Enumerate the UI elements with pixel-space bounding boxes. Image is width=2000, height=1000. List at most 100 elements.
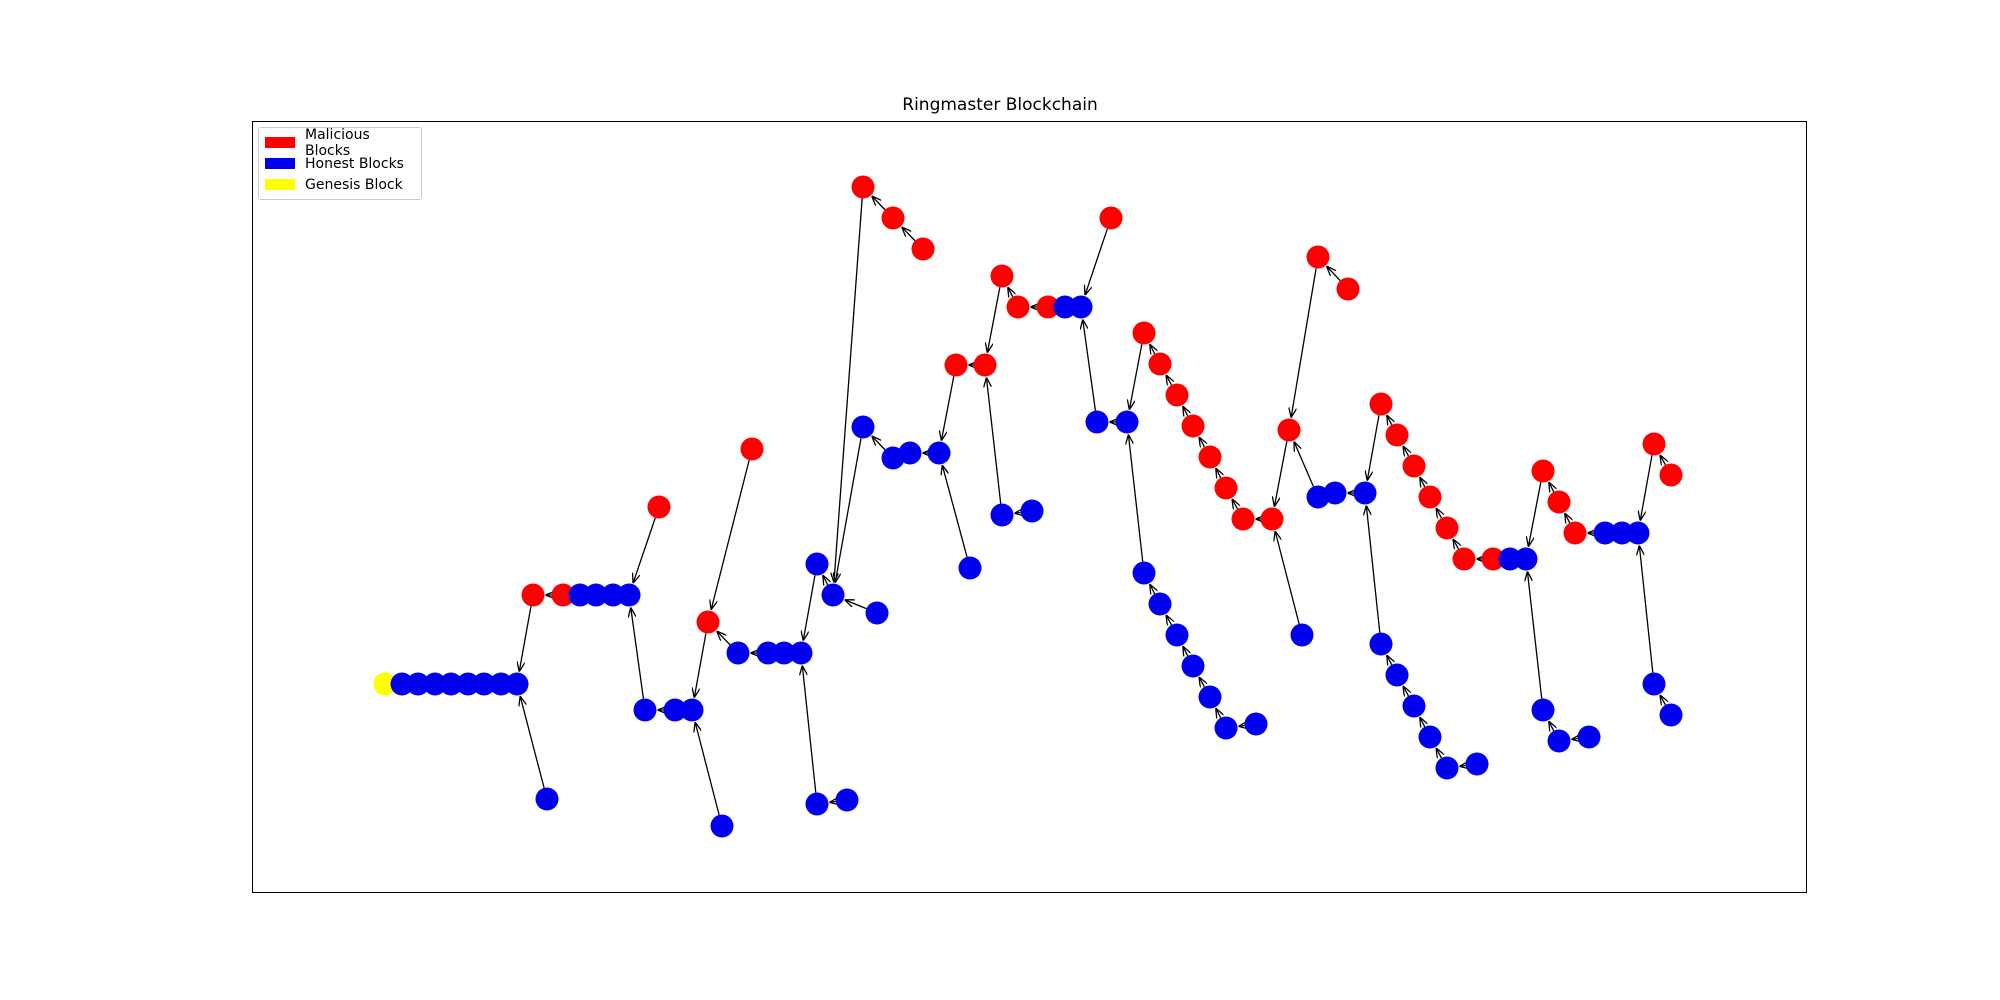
honest-block-node (1132, 561, 1156, 585)
honest-block-node (1165, 623, 1189, 647)
honest-block-node (406, 672, 430, 696)
edge-arrow (1366, 505, 1381, 633)
malicious-block-node (1563, 521, 1587, 545)
malicious-block-node (990, 264, 1014, 288)
genesis-block-node (373, 672, 397, 696)
honest-block-node (710, 814, 734, 838)
honest-block-node (601, 583, 625, 607)
honest-block-node (1085, 410, 1109, 434)
malicious-block-node (551, 583, 575, 607)
edge-arrow (1166, 375, 1171, 385)
edge-arrow (987, 287, 1001, 352)
edge-arrow (1008, 287, 1013, 297)
honest-block-node (805, 792, 829, 816)
honest-block-node (835, 788, 859, 812)
malicious-block-node (1385, 423, 1409, 447)
honest-block-node (772, 641, 796, 665)
edge-arrow (1150, 584, 1155, 594)
malicious-block-node (1531, 459, 1555, 483)
edge-arrow (1459, 766, 1465, 767)
edge-arrow (1238, 726, 1244, 727)
honest-block-node (990, 503, 1014, 527)
edge-arrow (1367, 415, 1380, 480)
honest-block-node (865, 601, 889, 625)
honest-block-node (390, 672, 414, 696)
malicious-block-node (1006, 295, 1030, 319)
honest-block-node (898, 441, 922, 465)
malicious-block-node (1165, 383, 1189, 407)
malicious-block-node (881, 206, 905, 230)
edge-arrow (1639, 545, 1654, 673)
legend-swatch (265, 137, 295, 148)
edge-arrow (1436, 508, 1441, 518)
honest-block-node (927, 441, 951, 465)
edge-arrow (942, 465, 968, 558)
honest-block-node (1244, 712, 1268, 736)
malicious-block-node (1418, 485, 1442, 509)
edge-arrow (802, 665, 817, 793)
edge-arrow (1216, 708, 1221, 718)
malicious-block-node (1036, 295, 1060, 319)
edge-arrow (695, 722, 720, 816)
edge-arrow (1660, 455, 1665, 465)
edge-arrow (1183, 646, 1188, 656)
honest-block-node (1053, 295, 1077, 319)
edge-arrow (1528, 482, 1542, 546)
honest-block-node (439, 672, 463, 696)
edge-arrow (633, 517, 656, 583)
edge-arrow (1565, 513, 1570, 523)
malicious-block-node (973, 353, 997, 377)
honest-block-node (1498, 547, 1522, 571)
honest-block-node (568, 583, 592, 607)
edge-arrow (631, 607, 645, 699)
honest-block-node (505, 672, 529, 696)
honest-block-node (1531, 698, 1555, 722)
edge-arrow (1274, 441, 1288, 506)
honest-block-node (1181, 654, 1205, 678)
honest-block-node (489, 672, 513, 696)
edge-arrow (1291, 268, 1317, 417)
malicious-block-node (1642, 432, 1666, 456)
legend-label: Malicious Blocks (305, 126, 370, 159)
edge-arrow (1150, 344, 1155, 354)
edge-arrow (902, 227, 916, 242)
honest-block-node (680, 698, 704, 722)
honest-block-node (1418, 725, 1442, 749)
honest-block-node (1198, 685, 1222, 709)
legend-entry: Honest Blocks (265, 153, 415, 174)
honest-block-node (958, 556, 982, 580)
malicious-block-node (1369, 392, 1393, 416)
edge-arrow (1129, 344, 1143, 409)
edge-arrow (1085, 228, 1108, 295)
honest-block-node (789, 641, 813, 665)
honest-block-node (1385, 663, 1409, 687)
malicious-block-node (1547, 490, 1571, 514)
legend-label: Honest Blocks (305, 155, 404, 172)
edge-arrow (941, 376, 955, 440)
edge-arrow (1199, 437, 1204, 447)
malicious-block-node (1132, 321, 1156, 345)
edge-arrow (1453, 539, 1458, 549)
malicious-block-node (1402, 454, 1426, 478)
honest-block-node (1514, 547, 1538, 571)
legend: Malicious Blocks Honest Blocks Genesis Blo… (258, 127, 422, 200)
edge-arrow (1403, 686, 1408, 696)
malicious-block-node (1452, 547, 1476, 571)
honest-block-node (821, 583, 845, 607)
edge-arrow (1014, 513, 1020, 514)
honest-block-node (472, 672, 496, 696)
edge-arrow (986, 377, 1002, 504)
honest-block-node (1353, 481, 1377, 505)
edge-arrow (520, 696, 545, 789)
edge-arrow (1549, 721, 1554, 731)
edge-arrow (872, 196, 886, 211)
edge-arrow (834, 198, 863, 582)
edge-arrow (1420, 717, 1425, 727)
malicious-block-node (911, 237, 935, 261)
edge-arrow (1166, 615, 1171, 625)
edge-arrow (1420, 477, 1425, 487)
edge-arrow (1183, 406, 1188, 416)
edge-arrow (1199, 677, 1204, 687)
edge-arrow (1403, 446, 1408, 456)
